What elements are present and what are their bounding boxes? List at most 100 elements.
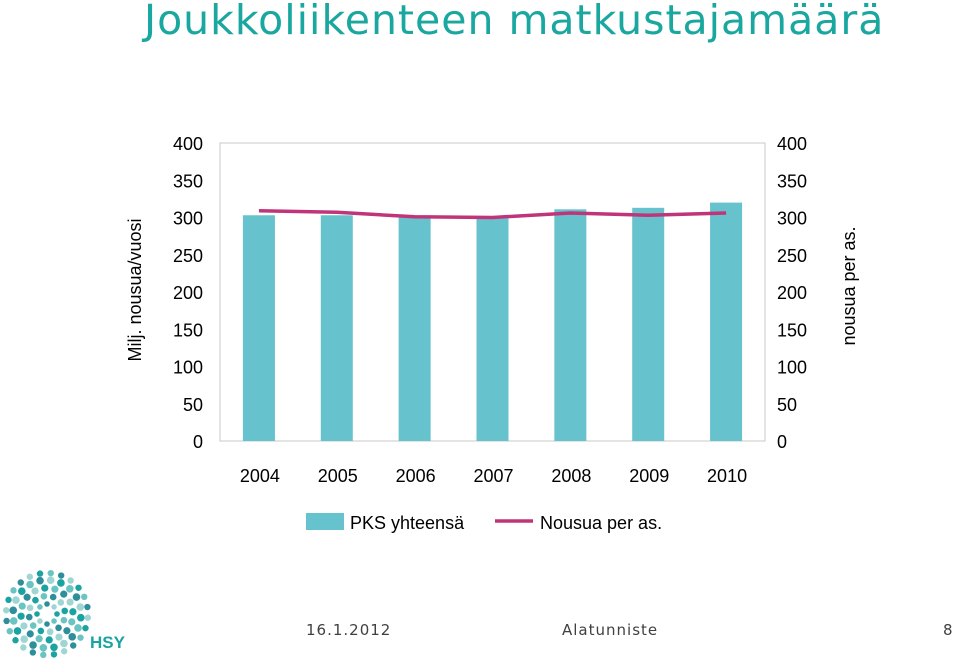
logo-dot	[40, 651, 47, 659]
line-series	[258, 209, 727, 220]
logo-dot	[77, 634, 84, 641]
x-tick-label: 2005	[318, 466, 358, 486]
logo-dot	[6, 627, 13, 635]
logo-dot	[12, 596, 20, 604]
logo-dot	[84, 603, 91, 611]
slide-title: Joukkoliikenteen matkustajamäärä	[144, 0, 885, 44]
bar-2009	[632, 207, 665, 441]
bar-2005	[320, 215, 353, 441]
logo-dot	[41, 584, 49, 592]
logo-dot	[35, 635, 43, 643]
logo-dot	[44, 621, 50, 627]
logo-dot	[3, 617, 10, 625]
logo-dot	[23, 593, 31, 601]
logo-dot	[37, 618, 43, 624]
bar-series	[242, 202, 743, 441]
logo-dot	[51, 604, 57, 610]
x-tick-label: 2010	[707, 466, 747, 486]
y-tick-label: 0	[193, 432, 203, 452]
legend-swatch-bar	[306, 513, 344, 530]
logo-dot	[44, 601, 50, 607]
logo-dot	[49, 593, 57, 601]
logo-dot	[66, 584, 74, 593]
logo-dot	[26, 604, 34, 612]
logo-dot	[57, 579, 65, 587]
logo-dot	[10, 587, 17, 594]
logo-dot	[17, 587, 26, 595]
logo-dot	[51, 585, 59, 593]
logo-dot	[50, 643, 58, 652]
logo-dot	[26, 630, 34, 638]
logo-dot	[5, 596, 12, 604]
bar-2006	[398, 217, 431, 441]
logo-dot	[68, 633, 77, 641]
page-number: 8	[943, 621, 954, 639]
logo-dot	[75, 584, 82, 591]
logo-dot	[17, 612, 25, 620]
x-tick-label: 2007	[473, 466, 513, 486]
logo-dot	[37, 627, 45, 635]
logo-dot	[36, 576, 44, 585]
logo-dot	[20, 635, 28, 644]
logo-dot	[17, 579, 24, 586]
x-tick-label: 2009	[629, 466, 669, 486]
logo-dot	[60, 648, 68, 655]
logo-dot	[60, 590, 68, 598]
logo-dot	[69, 608, 77, 616]
legend-label-line: Nousua per as.	[540, 513, 662, 533]
logo-dot	[81, 593, 88, 601]
logo-dot	[13, 627, 22, 635]
y-tick-label: 300	[173, 209, 203, 229]
logo-dot	[12, 637, 19, 644]
legend: PKS yhteensä Nousua per as.	[306, 513, 662, 533]
logo-text: HSY	[90, 633, 126, 652]
y2-axis-label: nousua per as.	[839, 226, 859, 345]
y2-tick-label: 200	[777, 283, 807, 303]
y2-tick-label: 100	[777, 358, 807, 378]
logo-dot	[37, 604, 43, 610]
logo-dot	[18, 602, 26, 610]
logo-dot	[55, 624, 62, 632]
y-axis-right-ticks: 0 50 100 150 200 250 300 350 400	[777, 134, 807, 452]
logo-dot	[39, 644, 48, 652]
logo-dot	[29, 641, 37, 649]
logo-dot	[57, 599, 65, 606]
y-tick-label: 400	[173, 134, 203, 154]
legend-label-bar: PKS yhteensä	[350, 513, 465, 533]
logo-dot	[47, 569, 54, 577]
logo-rosette-icon	[2, 569, 92, 659]
y-tick-label: 250	[173, 246, 203, 266]
logo-dot	[57, 572, 65, 579]
logo-dot	[63, 627, 71, 635]
y2-tick-label: 50	[777, 395, 797, 415]
y-tick-label: 100	[173, 358, 203, 378]
y-axis-left-ticks: 0 50 100 150 200 250 300 350 400	[173, 134, 203, 452]
x-tick-label: 2008	[551, 466, 591, 486]
y-tick-label: 350	[173, 171, 203, 191]
y2-tick-label: 250	[777, 246, 807, 266]
logo-dot	[60, 616, 68, 624]
logo-dot	[46, 576, 55, 584]
logo-dot	[2, 607, 10, 614]
logo-dot	[77, 613, 85, 622]
bar-2010	[710, 202, 743, 441]
logo-dot	[67, 577, 74, 584]
hsy-logo: HSY	[2, 569, 126, 659]
x-axis-ticks: 2004 2005 2006 2007 2008 2009 2010	[240, 466, 747, 486]
logo-dot	[45, 636, 53, 644]
logo-dot	[54, 611, 60, 617]
y2-tick-label: 350	[777, 171, 807, 191]
y-axis-label: Milj. nousua/vuosi	[125, 218, 145, 361]
footer-text: Alatunniste	[562, 621, 659, 639]
logo-dot	[29, 622, 37, 629]
logo-dot	[82, 624, 89, 632]
footer-date: 16.1.2012	[306, 621, 392, 639]
logo-dot	[66, 598, 74, 606]
bar-2008	[554, 209, 587, 441]
logo-dot	[26, 573, 34, 580]
logo-dot	[40, 592, 48, 600]
logo-dot	[34, 611, 40, 617]
y2-tick-label: 400	[777, 134, 807, 154]
logo-dot	[51, 618, 57, 624]
